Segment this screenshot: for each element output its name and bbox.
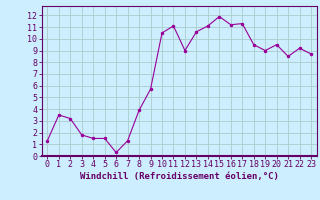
X-axis label: Windchill (Refroidissement éolien,°C): Windchill (Refroidissement éolien,°C) bbox=[80, 172, 279, 181]
